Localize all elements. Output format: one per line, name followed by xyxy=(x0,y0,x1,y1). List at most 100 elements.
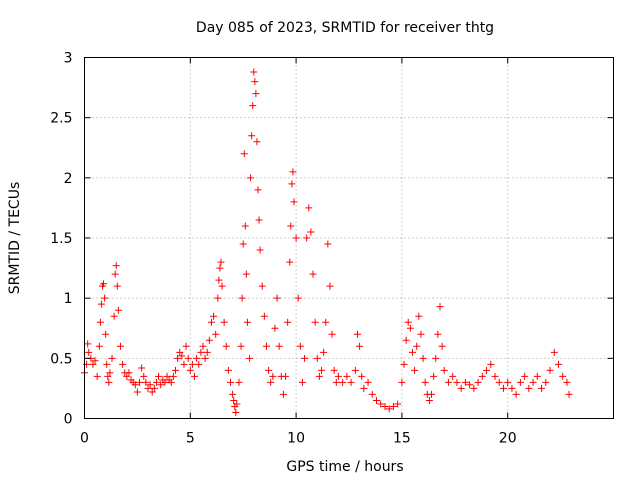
data-point xyxy=(358,372,366,380)
data-point xyxy=(265,366,273,374)
data-point xyxy=(169,372,177,380)
data-point xyxy=(125,369,133,377)
data-point xyxy=(415,312,423,320)
data-point xyxy=(322,318,330,326)
data-point xyxy=(89,360,97,368)
data-point xyxy=(217,258,225,266)
data-point xyxy=(254,186,262,194)
data-point xyxy=(238,294,246,302)
data-point xyxy=(133,388,141,396)
data-point xyxy=(232,408,240,416)
data-point xyxy=(301,354,309,362)
data-point xyxy=(101,294,109,302)
y-tick-label: 0 xyxy=(64,412,73,428)
data-point xyxy=(296,342,304,350)
data-point xyxy=(104,372,112,380)
data-point xyxy=(249,102,257,110)
y-axis-label: SRMTID / TECUs xyxy=(7,182,23,295)
data-point xyxy=(248,132,256,140)
data-point xyxy=(212,330,220,338)
data-point xyxy=(440,366,448,374)
data-point xyxy=(453,378,461,386)
data-point xyxy=(332,378,340,386)
x-tick-label: 15 xyxy=(393,431,411,447)
data-point xyxy=(508,384,516,392)
data-point xyxy=(289,168,297,176)
data-point xyxy=(565,390,573,398)
data-point xyxy=(215,276,223,284)
data-point xyxy=(563,378,571,386)
data-point xyxy=(152,378,160,386)
data-point xyxy=(102,330,110,338)
data-point xyxy=(250,68,258,76)
data-point xyxy=(305,204,313,212)
data-point xyxy=(260,312,268,320)
data-point xyxy=(267,378,275,386)
data-point xyxy=(309,270,317,278)
data-point xyxy=(271,324,279,332)
data-point xyxy=(176,348,184,356)
data-point xyxy=(142,378,150,386)
data-point xyxy=(430,372,438,380)
data-point xyxy=(242,270,250,278)
data-point xyxy=(279,390,287,398)
data-point xyxy=(385,405,393,413)
y-tick-label: 0.5 xyxy=(50,351,72,367)
data-point xyxy=(364,378,372,386)
data-point xyxy=(538,384,546,392)
data-point xyxy=(144,384,152,392)
data-point xyxy=(174,354,182,362)
data-point xyxy=(113,282,121,290)
data-point xyxy=(554,360,562,368)
data-point xyxy=(227,378,235,386)
data-point xyxy=(504,378,512,386)
data-point xyxy=(347,378,355,386)
data-point xyxy=(313,354,321,362)
data-point xyxy=(180,360,188,368)
data-point xyxy=(256,246,264,254)
data-point xyxy=(307,228,315,236)
data-point xyxy=(286,258,294,266)
data-point xyxy=(188,360,196,368)
data-point xyxy=(400,360,408,368)
data-point xyxy=(339,378,347,386)
data-point xyxy=(258,282,266,290)
data-points xyxy=(81,68,573,416)
data-point xyxy=(408,348,416,356)
data-point xyxy=(105,378,113,386)
data-point xyxy=(287,222,295,230)
data-point xyxy=(112,262,120,270)
data-point xyxy=(131,381,139,389)
data-point xyxy=(491,372,499,380)
data-point xyxy=(351,366,359,374)
data-point xyxy=(100,280,108,288)
data-point xyxy=(163,372,171,380)
y-tick-label: 1 xyxy=(64,291,73,307)
x-tick-label: 0 xyxy=(80,431,89,447)
data-point xyxy=(438,342,446,350)
data-point xyxy=(216,264,224,272)
data-point xyxy=(404,318,412,326)
data-point xyxy=(161,378,169,386)
data-point xyxy=(273,294,281,302)
data-point xyxy=(284,318,292,326)
data-point xyxy=(199,342,207,350)
y-tick-label: 3 xyxy=(64,51,73,67)
data-point xyxy=(84,340,92,348)
data-point xyxy=(93,372,101,380)
data-point xyxy=(262,342,270,350)
data-point xyxy=(148,388,156,396)
data-point xyxy=(353,330,361,338)
data-point xyxy=(434,330,442,338)
data-point xyxy=(432,354,440,362)
data-point xyxy=(417,330,425,338)
data-point xyxy=(218,282,226,290)
data-point xyxy=(317,366,325,374)
data-point xyxy=(106,369,114,377)
data-point xyxy=(550,348,558,356)
data-point xyxy=(136,378,144,386)
data-point xyxy=(269,372,277,380)
data-point xyxy=(470,384,478,392)
data-point xyxy=(138,364,146,372)
